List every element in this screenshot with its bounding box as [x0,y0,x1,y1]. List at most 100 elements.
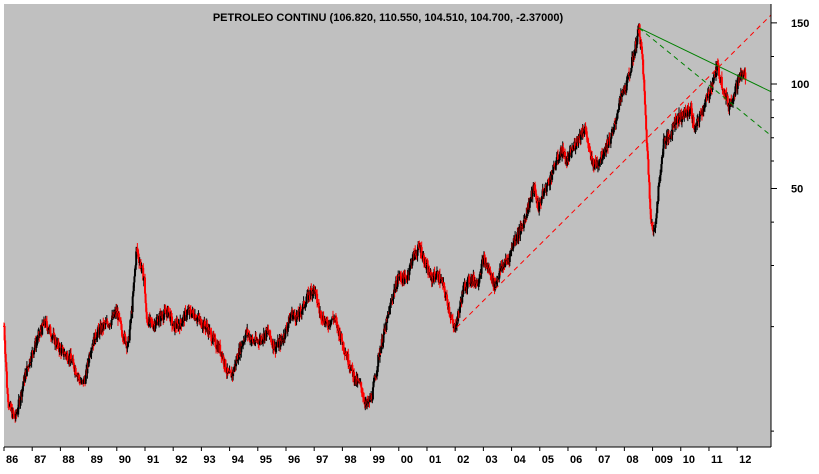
candle-body [133,276,136,283]
candle-body [126,345,129,349]
candle-body [242,343,245,345]
candle [444,289,447,302]
candle-body [279,338,282,347]
candle-body [404,274,407,278]
candle-body [458,312,461,314]
candle [707,88,710,104]
candle-body [534,190,537,194]
candle-body [378,351,381,357]
candle-body [403,274,406,284]
candle-body [680,119,683,122]
candle-body [508,253,511,263]
candle [722,88,725,96]
candle-body [613,123,616,128]
candle-body [433,271,436,276]
candle-body [496,278,499,282]
candle-body [196,317,199,321]
candle-body [636,29,639,36]
candle [146,317,149,326]
candle [360,387,363,397]
candle [151,318,154,328]
candle-body [371,387,374,400]
candle-body [115,309,118,312]
candle-body [71,360,74,364]
candle [627,71,630,80]
candle-body [390,299,393,303]
candle-body [188,308,191,314]
candle-body [416,249,419,256]
candle-body [347,353,350,365]
candle [676,115,679,129]
candle-body [281,340,284,342]
candle-body [509,251,512,253]
candle-body [382,334,385,343]
candle-body [504,258,507,264]
candle [340,333,343,342]
candle-body [648,174,651,183]
candle [214,334,217,349]
candle-body [136,251,139,254]
candle [588,143,591,152]
candle-body [313,285,316,287]
candle-body [669,137,672,139]
candle-body [693,128,696,130]
candle-body [591,156,594,160]
candle-body [171,316,174,326]
candle-body [182,316,185,322]
candle [314,286,317,300]
candle-body [435,272,438,277]
candle [718,75,721,84]
candle-body [647,159,650,175]
candle-body [78,378,81,383]
candle-body [572,145,575,150]
candle-body [381,342,384,347]
candle [29,356,32,366]
candle-body [179,319,182,323]
candle-body [598,161,601,163]
candle-body [80,381,83,384]
candle-body [342,342,345,350]
candle-body [373,376,376,381]
candle-body [190,313,193,318]
candle-body [400,276,403,280]
candle [546,182,549,187]
candle [309,285,312,300]
candle-body [252,339,255,343]
candle-body [312,285,315,293]
candle-body [712,78,715,84]
candle-body [662,148,665,157]
candle [740,70,743,82]
candle-body [310,288,313,290]
candle-body [328,321,331,326]
candle-body [31,350,34,353]
candle [149,314,152,329]
candle-body [561,153,564,157]
candle [224,359,227,372]
candle-body [257,340,260,343]
candle-body [390,302,393,304]
candle-body [596,161,599,167]
trendline-support [456,14,772,328]
candle-body [36,340,39,342]
candle-body [174,323,177,328]
candle-body [316,303,319,305]
candle-body [472,275,475,284]
candle-body [467,277,470,280]
candle-body [574,147,577,150]
candle [12,407,15,419]
candle-body [547,179,550,182]
candle-body [4,340,7,355]
candle-body [289,316,292,318]
candle [293,309,296,317]
candle-body [260,337,263,343]
candle-body [128,329,131,341]
candle [586,136,589,144]
candle [519,220,522,242]
candle-body [196,317,199,319]
candle-body [394,287,397,293]
candle-body [700,111,703,115]
candle [122,336,125,345]
x-tick-label: 06 [570,454,582,466]
candle-body [402,273,405,279]
candle-body [683,109,686,117]
